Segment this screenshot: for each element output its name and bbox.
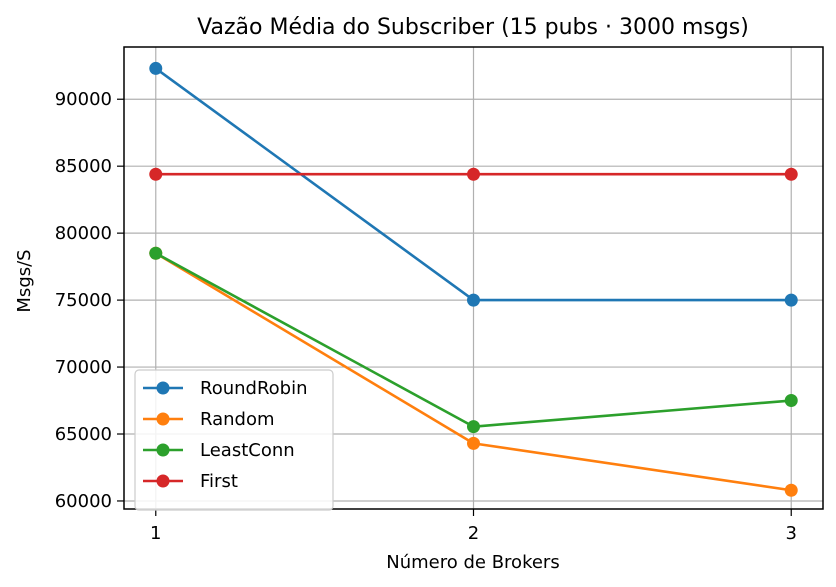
x-axis-ticks: 1 2 3: [150, 509, 797, 544]
legend-item: RoundRobin: [143, 378, 308, 399]
legend-marker: [156, 412, 170, 426]
data-point: [149, 61, 163, 75]
series-roundrobin: [149, 61, 798, 307]
y-tick-label: 65000: [55, 424, 112, 445]
chart-title: Vazão Média do Subscriber (15 pubs · 300…: [197, 15, 749, 40]
data-point: [784, 394, 798, 408]
series-layer: [149, 61, 798, 497]
legend-marker: [156, 474, 170, 488]
data-point: [149, 167, 163, 181]
y-axis-label: Msgs/S: [14, 249, 35, 312]
x-tick-label: 2: [468, 523, 479, 544]
y-tick-label: 90000: [55, 89, 112, 110]
legend-label: Random: [200, 409, 275, 430]
x-axis-label: Número de Brokers: [386, 552, 559, 573]
data-point: [149, 246, 163, 260]
legend-item: LeastConn: [143, 440, 295, 461]
y-tick-label: 75000: [55, 290, 112, 311]
legend-box: [134, 369, 334, 511]
x-tick-label: 3: [786, 523, 797, 544]
data-point: [467, 293, 480, 307]
x-tick-label: 1: [150, 523, 161, 544]
legend: RoundRobin Random LeastConn First: [134, 369, 334, 511]
legend-label: RoundRobin: [200, 378, 308, 399]
y-tick-label: 80000: [55, 223, 112, 244]
y-tick-label: 60000: [55, 491, 112, 512]
y-tick-label: 70000: [55, 357, 112, 378]
data-point: [467, 167, 480, 181]
series-first: [149, 167, 798, 181]
legend-item: Random: [143, 409, 275, 430]
data-point: [467, 436, 480, 450]
legend-marker: [156, 381, 170, 395]
legend-label: LeastConn: [200, 440, 295, 461]
legend-item: First: [143, 471, 238, 492]
data-point: [784, 167, 798, 181]
legend-label: First: [200, 471, 238, 492]
data-point: [784, 293, 798, 307]
y-tick-label: 85000: [55, 156, 112, 177]
series-leastconn: [149, 246, 798, 434]
data-point: [784, 483, 798, 497]
y-axis-ticks: 60000 65000 70000 75000 80000 85000 90000: [55, 89, 124, 512]
legend-marker: [156, 443, 170, 457]
data-point: [467, 420, 480, 434]
